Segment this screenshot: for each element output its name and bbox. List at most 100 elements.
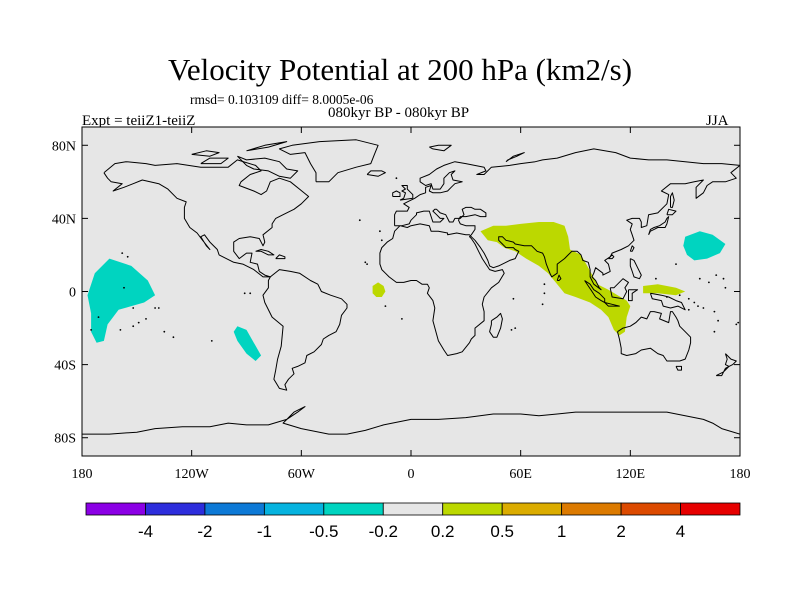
coastline	[82, 406, 740, 435]
colorbar-swatch	[620, 502, 681, 516]
x-tick-label: 120E	[616, 467, 646, 482]
colorbar-swatch	[382, 502, 444, 516]
coastline	[617, 311, 692, 362]
colorbar-label: 0.5	[490, 522, 514, 541]
y-tick-label: 80N	[52, 139, 76, 154]
island-dot	[655, 277, 657, 280]
coastline	[628, 289, 639, 302]
period-label: 080kyr BP - 080kyr BP	[328, 105, 470, 121]
island-dot	[713, 330, 716, 333]
island-dot	[713, 310, 716, 313]
colorbar-swatch	[680, 502, 741, 516]
island-dot	[687, 297, 690, 300]
island-dot	[126, 255, 129, 258]
island-dot	[90, 329, 92, 331]
colorbar-label: -4	[138, 522, 153, 541]
island-dot	[119, 329, 122, 331]
colorbar: -4 -2 -1 -0.5 -0.2 0.2 0.5 1 2 4	[85, 502, 741, 541]
coastline	[604, 302, 620, 307]
colorbar-swatch	[145, 502, 206, 516]
coastline	[648, 216, 670, 236]
island-dot	[724, 286, 727, 289]
island-dot	[121, 252, 124, 255]
colorbar-swatch	[85, 502, 146, 516]
island-dot	[514, 327, 517, 329]
island-dot	[715, 274, 718, 276]
chart-title: Velocity Potential at 200 hPa (km2/s)	[167, 52, 633, 87]
y-tick-label: 80S	[54, 432, 76, 447]
island-dot	[543, 283, 546, 286]
island-dot	[697, 305, 699, 307]
coastline	[379, 148, 740, 356]
stats-line: rmsd= 0.103109 diff= 8.0005e-06	[190, 92, 374, 107]
island-dot	[249, 292, 252, 295]
colorbar-label: -0.5	[309, 522, 338, 541]
colorbar-label: 4	[676, 522, 685, 541]
coastline	[556, 274, 562, 281]
coastline	[429, 144, 452, 152]
island-dot	[380, 239, 383, 242]
island-dot	[132, 325, 135, 328]
island-dot	[666, 296, 668, 298]
island-dot	[243, 292, 246, 295]
coastline	[246, 141, 288, 152]
island-dot	[708, 281, 710, 284]
island-dot	[737, 321, 740, 324]
coastline	[366, 170, 386, 177]
island-dot	[698, 277, 701, 280]
coastline	[629, 245, 635, 252]
map-background	[82, 127, 740, 456]
island-dot	[384, 305, 387, 307]
y-tick-label: 40S	[54, 359, 76, 374]
coastline	[191, 150, 220, 157]
colorbar-label: 2	[616, 522, 625, 541]
x-tick-label: 0	[408, 467, 415, 482]
colorbar-label: -0.2	[369, 522, 398, 541]
northwest-pacific-negative-anomaly	[683, 231, 726, 261]
atlantic-positive-anomaly	[372, 282, 386, 297]
colorbar-swatch	[561, 502, 622, 516]
island-dot	[702, 307, 705, 309]
island-dot	[401, 318, 403, 320]
coastline	[505, 152, 525, 163]
island-dot	[395, 177, 398, 180]
x-tick-label: 60E	[509, 467, 532, 482]
coastlines	[82, 139, 740, 435]
island-dot	[678, 294, 681, 297]
axis-ticks: 180 120W 60W 0 60E 120E 180 80N 40N 0 40S 80S	[52, 127, 751, 482]
island-dot	[693, 301, 696, 304]
island-dot	[541, 303, 544, 306]
coastline	[666, 208, 677, 216]
island-dot	[366, 263, 368, 265]
colorbar-swatch	[263, 502, 325, 516]
island-dot	[687, 308, 690, 311]
island-dot	[210, 340, 213, 342]
colorbar-swatch	[204, 502, 265, 516]
island-dot	[137, 321, 140, 324]
island-dot	[123, 286, 125, 289]
island-dot	[379, 230, 381, 233]
x-tick-label: 120W	[175, 467, 210, 482]
island-dot	[510, 329, 513, 331]
island-dot	[512, 297, 515, 300]
colorbar-label: -1	[257, 522, 272, 541]
island-dot	[717, 319, 719, 322]
coastline	[715, 365, 730, 377]
colorbar-swatch	[323, 502, 384, 516]
colorbar-label: 1	[557, 522, 566, 541]
experiment-label: Expt = teiiZ1-teiiZ	[82, 113, 196, 129]
island-dot	[172, 336, 175, 339]
island-dot	[722, 277, 725, 280]
island-dot	[132, 307, 135, 309]
coastline	[278, 139, 379, 183]
island-dot	[735, 323, 738, 326]
x-tick-label: 180	[72, 467, 93, 482]
coastline	[609, 278, 629, 300]
island-dot	[358, 219, 361, 222]
island-dot	[163, 330, 166, 333]
island-dot	[364, 261, 367, 264]
coastline	[670, 192, 675, 208]
colorbar-swatch	[501, 502, 563, 516]
island-dot	[154, 307, 157, 309]
